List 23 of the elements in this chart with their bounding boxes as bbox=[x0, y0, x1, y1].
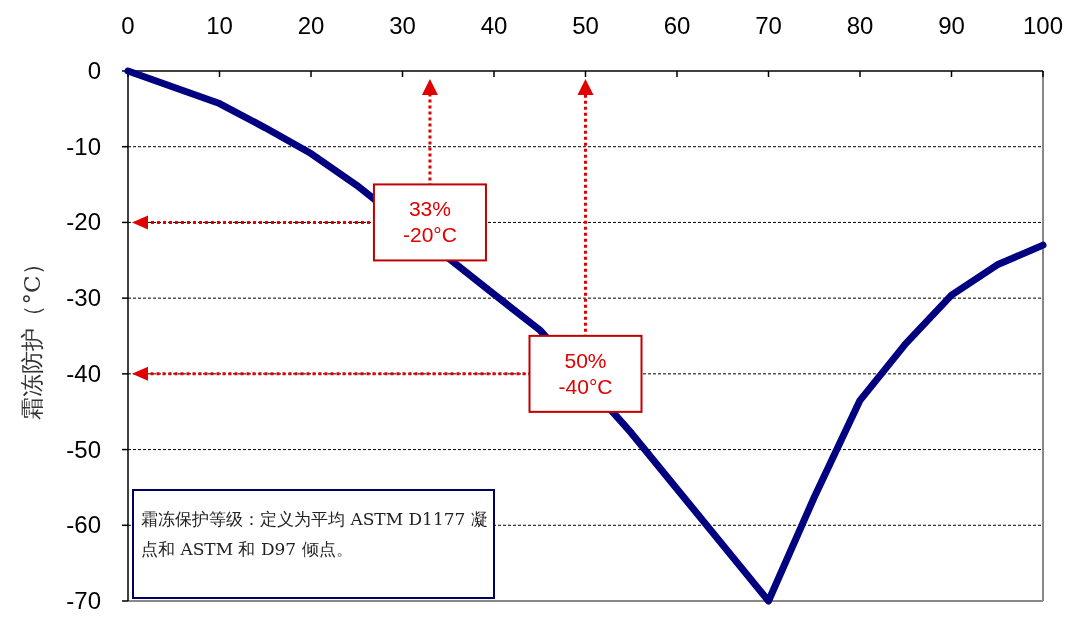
x-tick-label: 20 bbox=[297, 12, 325, 39]
x-tick-label: 90 bbox=[938, 12, 965, 39]
y-axis-title: 霜冻防护（°C） bbox=[19, 252, 45, 420]
annotation: 霜冻保护等级：定义为平均 ASTM D1177 凝点和 ASTM 和 D97 倾点。 bbox=[141, 508, 488, 561]
x-tick-label: 0 bbox=[121, 12, 135, 39]
y-tick-label: -70 bbox=[66, 587, 101, 614]
y-tick-label: -20 bbox=[66, 208, 101, 236]
annotation: 50% -40°C bbox=[558, 348, 613, 398]
y-tick-label: -30 bbox=[66, 284, 101, 312]
x-tick-label: 50 bbox=[572, 12, 599, 39]
x-tick-label: 70 bbox=[755, 12, 782, 39]
x-tick-label: 100 bbox=[1022, 12, 1064, 39]
x-tick-label: 80 bbox=[846, 12, 874, 39]
annotation: 33% -20°C bbox=[402, 197, 457, 247]
y-tick-label: -10 bbox=[66, 132, 101, 160]
x-tick-label: 60 bbox=[663, 12, 691, 39]
y-tick-label: -40 bbox=[66, 359, 101, 387]
x-tick-label: 40 bbox=[480, 12, 508, 39]
y-tick-label: -60 bbox=[66, 511, 101, 539]
y-tick-label: -50 bbox=[66, 435, 101, 463]
x-tick-label: 10 bbox=[206, 12, 233, 39]
x-tick-label: 30 bbox=[389, 12, 416, 39]
y-tick-label: 0 bbox=[87, 57, 101, 84]
